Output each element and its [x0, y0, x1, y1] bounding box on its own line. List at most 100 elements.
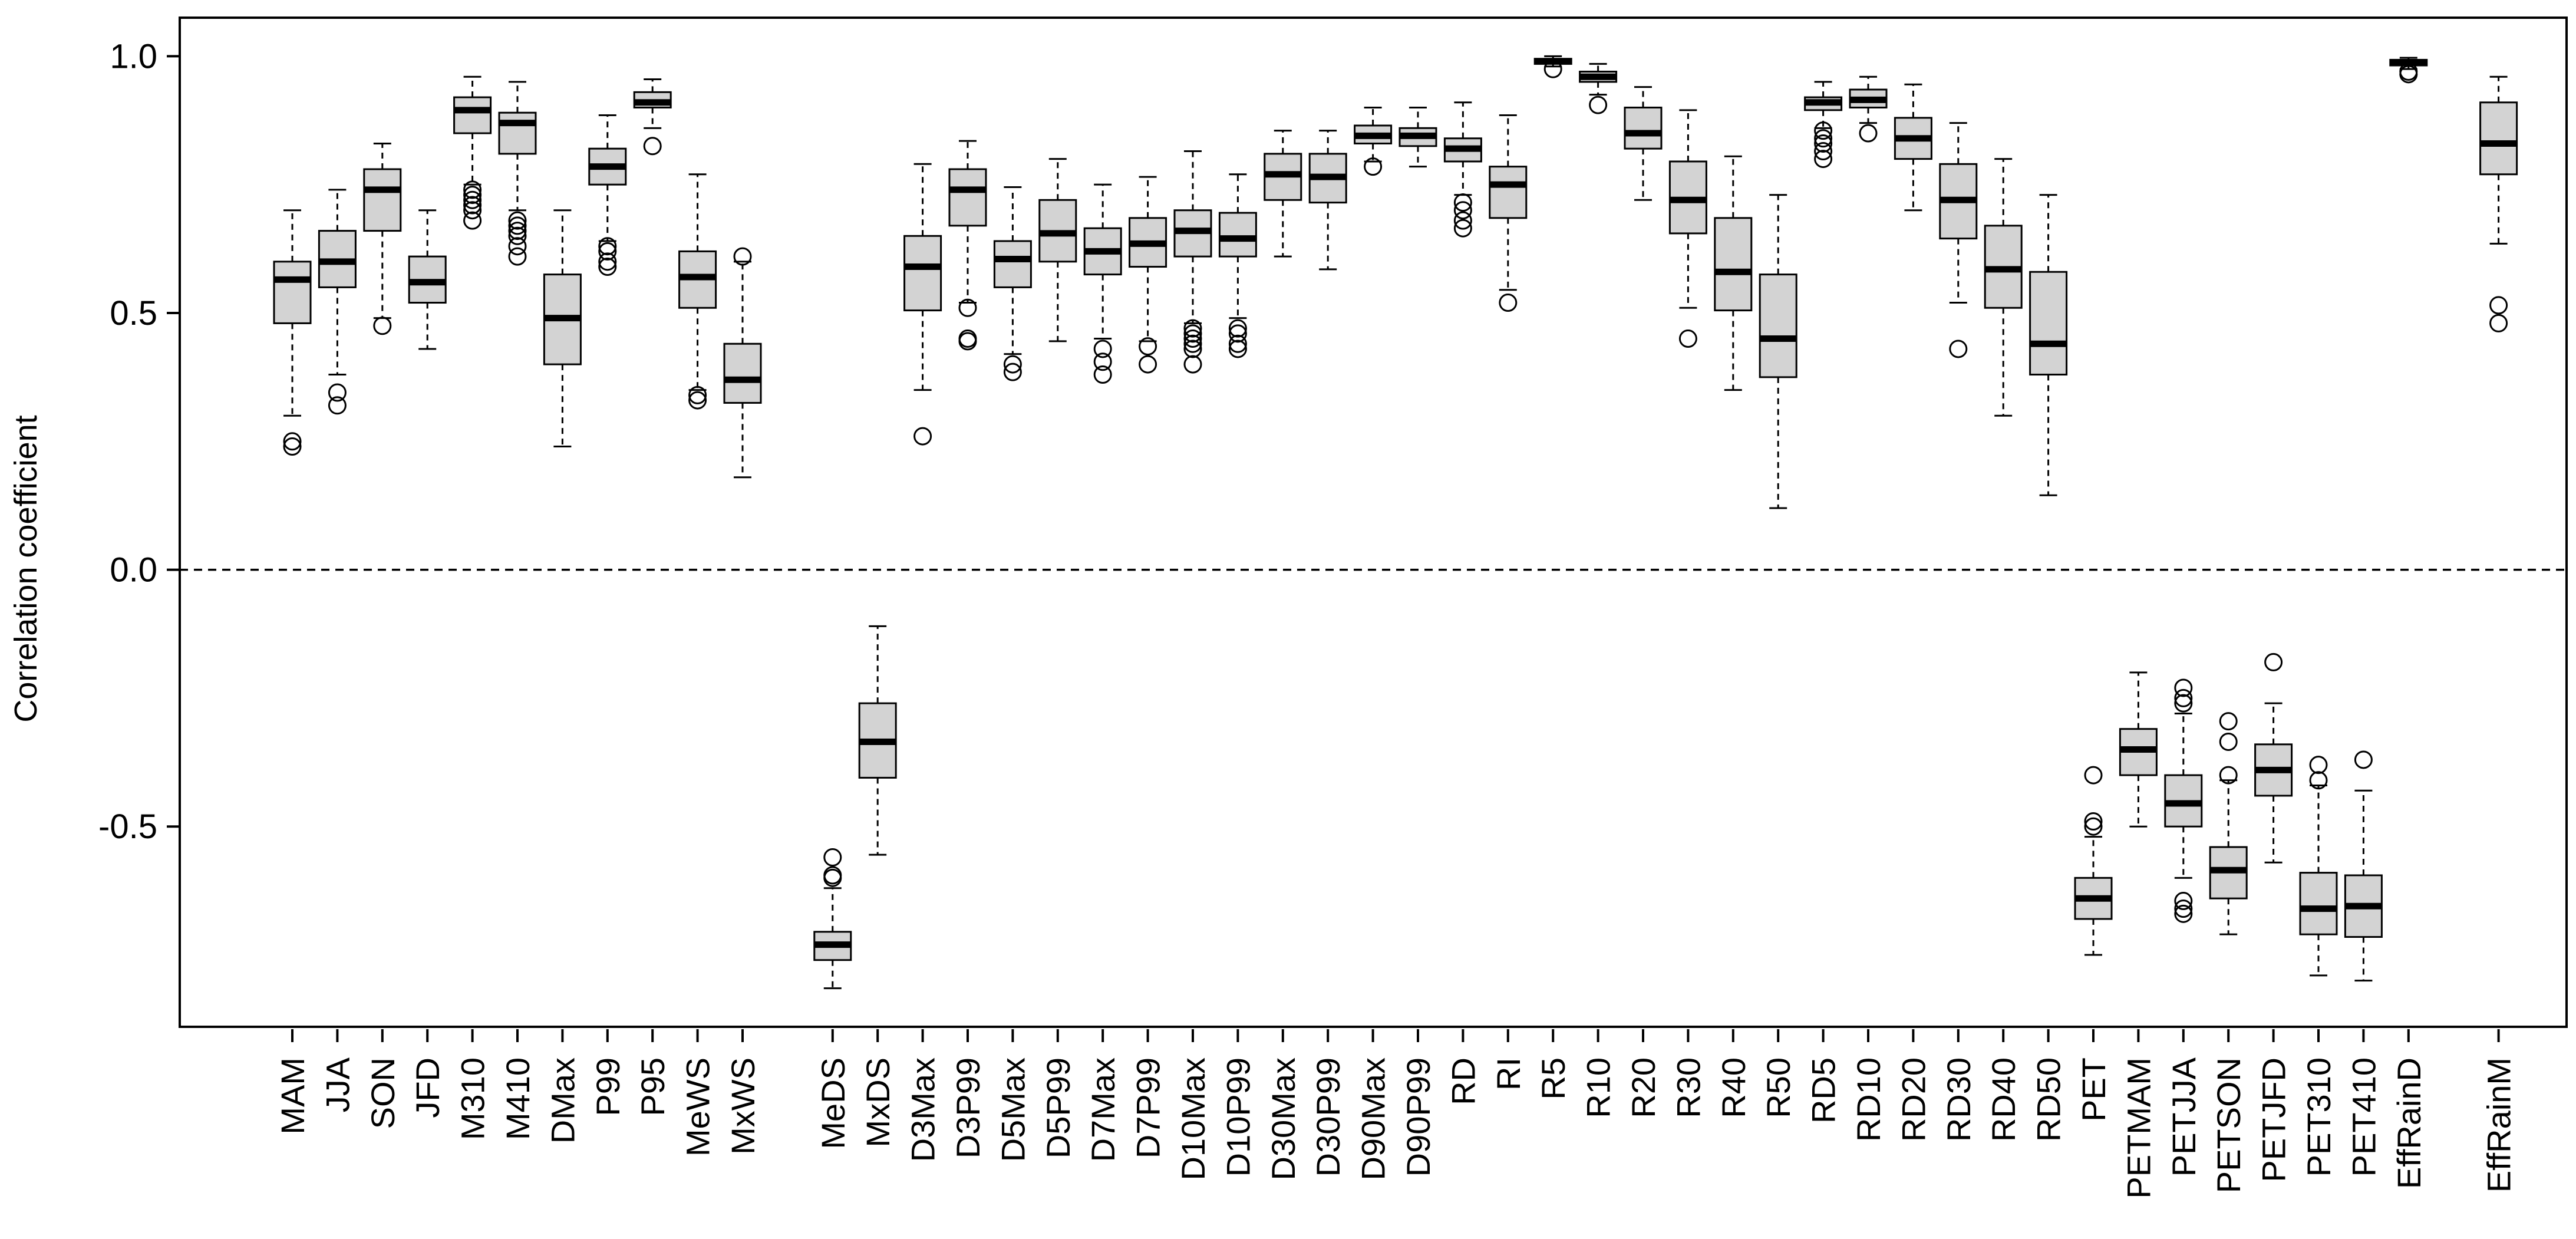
interquartile-box — [273, 261, 312, 324]
box-rd50 — [2029, 194, 2068, 496]
box-mam — [273, 209, 312, 456]
outlier-point — [823, 868, 842, 887]
outlier-point — [1453, 193, 1472, 212]
box-d3max — [903, 163, 942, 446]
outlier-point — [1183, 334, 1202, 353]
x-tick-label: RD — [1444, 1057, 1482, 1105]
box-petson — [2209, 712, 2248, 935]
box-dmax — [543, 209, 582, 447]
outlier-point — [508, 216, 527, 235]
outlier-point — [1139, 355, 1157, 374]
box-mews — [678, 173, 717, 410]
outlier-point — [1093, 352, 1112, 371]
box-m410 — [498, 81, 537, 266]
x-tick-label: R20 — [1625, 1057, 1662, 1118]
outlier-point — [1228, 340, 1247, 358]
box-mxws — [723, 247, 762, 479]
x-tick-label: D3P99 — [949, 1057, 987, 1158]
outlier-point — [643, 137, 662, 156]
outlier-point — [283, 437, 302, 456]
box-pet410 — [2344, 750, 2383, 982]
interquartile-box — [723, 342, 762, 404]
box-petjja — [2164, 678, 2203, 923]
x-tick-label: R40 — [1715, 1057, 1752, 1118]
x-tick-label: R10 — [1580, 1057, 1617, 1118]
x-tick-label: PETMAM — [2120, 1057, 2157, 1199]
interquartile-box — [2029, 271, 2068, 376]
interquartile-box — [1759, 273, 1797, 378]
outlier-point — [1859, 124, 1878, 143]
y-axis-title: Correlation coefficient — [8, 415, 44, 722]
x-tick-label: P99 — [589, 1057, 626, 1116]
x-tick-label: D5Max — [994, 1057, 1031, 1162]
outlier-point — [1093, 340, 1112, 358]
outlier-point — [1183, 329, 1202, 348]
x-tick-label: PETJJA — [2165, 1057, 2202, 1177]
box-rd10 — [1849, 75, 1888, 143]
box-r20 — [1624, 86, 1663, 201]
x-tick-label: R50 — [1760, 1057, 1797, 1118]
x-tick-label: MAM — [274, 1057, 311, 1135]
box-son — [363, 142, 402, 335]
outlier-point — [2309, 771, 2328, 790]
outlier-point — [2489, 314, 2508, 332]
outlier-point — [463, 196, 482, 215]
outlier-point — [1093, 365, 1112, 384]
x-tick-label: R30 — [1670, 1057, 1707, 1118]
x-tick-label: P95 — [634, 1057, 671, 1116]
outlier-point — [1183, 324, 1202, 343]
x-tick-label: D7P99 — [1130, 1057, 1167, 1158]
interquartile-box — [948, 168, 987, 227]
y-tick-label: -0.5 — [98, 808, 157, 846]
x-tick-label: PETJFD — [2255, 1057, 2293, 1182]
interquartile-box — [2299, 872, 2338, 935]
box-rd20 — [1894, 83, 1932, 212]
interquartile-box — [993, 240, 1032, 288]
box-jja — [318, 189, 357, 415]
outlier-point — [1003, 355, 1022, 374]
box-rd — [1443, 101, 1482, 238]
x-tick-label: D10P99 — [1219, 1057, 1256, 1177]
box-p95 — [633, 78, 672, 156]
y-tick-label: 1.0 — [110, 37, 157, 75]
outlier-point — [1183, 319, 1202, 338]
box-effraind — [2389, 57, 2428, 84]
x-tick-label: D90P99 — [1400, 1057, 1437, 1177]
x-tick-label: RD10 — [1850, 1057, 1887, 1142]
x-tick-label: SON — [364, 1057, 401, 1129]
box-m310 — [453, 75, 492, 230]
outlier-point — [1453, 219, 1472, 238]
box-pet310 — [2299, 756, 2338, 977]
outlier-point — [2174, 694, 2193, 713]
interquartile-box — [363, 168, 402, 232]
x-tick-label: RD20 — [1895, 1057, 1932, 1142]
x-tick-label: MeWS — [680, 1057, 717, 1156]
outlier-point — [2309, 756, 2328, 775]
outlier-point — [958, 298, 977, 317]
outlier-point — [463, 190, 482, 209]
x-tick-label: PET — [2075, 1057, 2112, 1122]
outlier-point — [2399, 62, 2418, 81]
interquartile-box — [903, 235, 942, 312]
interquartile-box — [1218, 212, 1257, 258]
outlier-point — [598, 237, 617, 256]
x-tick-label: PET410 — [2345, 1057, 2382, 1177]
x-tick-label: D3Max — [905, 1057, 942, 1162]
x-tick-label: R5 — [1535, 1057, 1572, 1100]
outlier-point — [1814, 150, 1833, 169]
outlier-point — [598, 258, 617, 276]
outlier-point — [2174, 688, 2193, 707]
x-tick-label: D30Max — [1265, 1057, 1302, 1181]
outlier-point — [463, 211, 482, 230]
outlier-point — [1814, 142, 1833, 161]
outlier-point — [2084, 766, 2103, 785]
box-d10p99 — [1218, 173, 1257, 358]
outlier-point — [913, 427, 932, 446]
x-tick-label: PETSON — [2210, 1057, 2247, 1193]
box-d90p99 — [1399, 106, 1437, 168]
outlier-point — [688, 391, 707, 410]
box-p99 — [588, 114, 627, 276]
interquartile-box — [453, 96, 492, 134]
